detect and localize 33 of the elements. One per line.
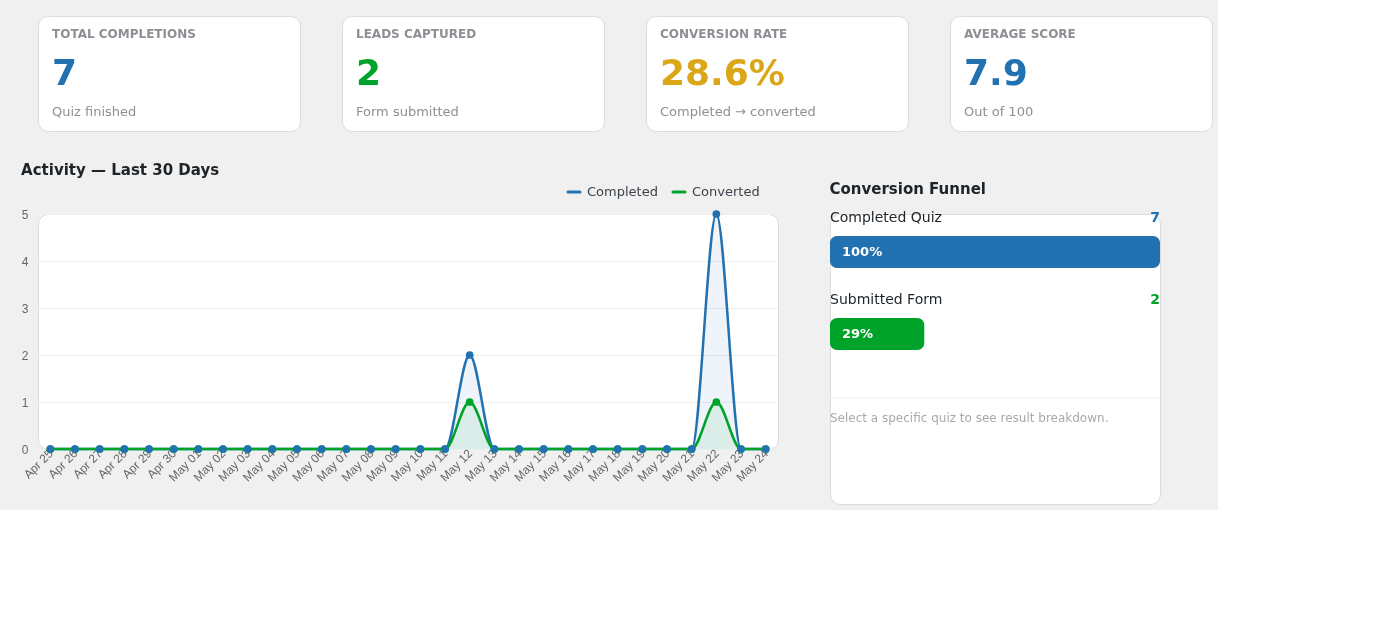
point: [465, 398, 474, 406]
text: Select a specific quiz to see result breakdown.: [830, 411, 1109, 425]
y-tick-label: Submitted Form: [830, 291, 943, 307]
y-tick-label: 1: [21, 395, 29, 410]
text: 7: [52, 52, 78, 93]
y-tick-label: 3: [21, 301, 29, 316]
legend-label: Converted: [692, 184, 760, 199]
annotation: 29%: [842, 326, 874, 341]
point: [465, 351, 474, 359]
text: Completed → converted: [660, 104, 816, 119]
y-tick-label: 2: [21, 348, 29, 363]
point: [712, 398, 721, 406]
legend-label: Completed: [587, 184, 658, 199]
y-tick-label: Completed Quiz: [830, 209, 942, 225]
annotation: 100%: [842, 244, 883, 259]
y-tick-label: 5: [21, 207, 29, 222]
text: LEADS CAPTURED: [356, 27, 477, 41]
text: Out of 100: [964, 104, 1034, 119]
chart-title: Activity — Last 30 Days: [21, 161, 220, 179]
text: Quiz finished: [52, 104, 137, 119]
text: TOTAL COMPLETIONS: [52, 27, 196, 41]
y-tick-label: 0: [21, 442, 29, 457]
y-tick-label: 4: [21, 254, 29, 269]
data-label: 2: [1150, 291, 1160, 307]
text: 7.9: [964, 52, 1028, 93]
text: 28.6%: [660, 52, 785, 93]
text: CONVERSION RATE: [660, 27, 788, 41]
text: AVERAGE SCORE: [964, 27, 1076, 41]
chart-title: Conversion Funnel: [829, 180, 986, 198]
text: 2: [356, 52, 382, 93]
text: Form submitted: [356, 104, 459, 119]
point: [712, 210, 721, 218]
data-label: 7: [1150, 209, 1160, 225]
